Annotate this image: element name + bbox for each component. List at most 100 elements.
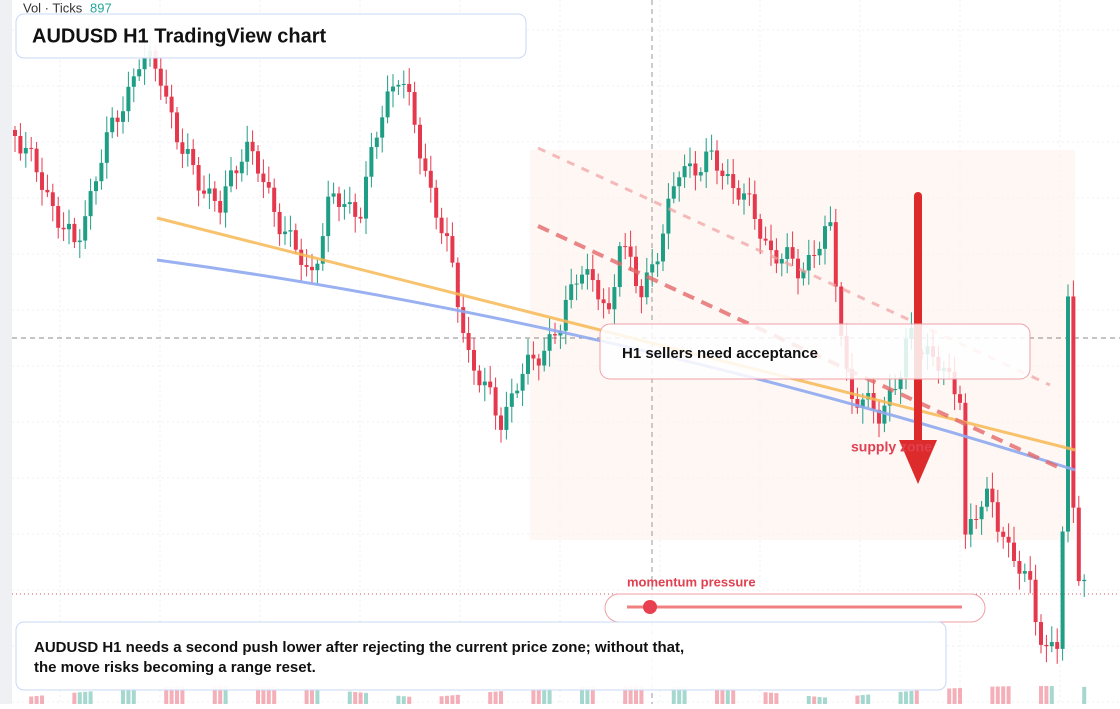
volume-bar bbox=[493, 691, 498, 704]
candle-body bbox=[477, 370, 482, 386]
candle-body bbox=[137, 69, 142, 77]
volume-bar bbox=[121, 689, 125, 704]
candle-body bbox=[995, 502, 1000, 532]
candle-body bbox=[428, 170, 433, 188]
candle-body bbox=[423, 158, 428, 171]
candle-body bbox=[823, 226, 827, 249]
candle-body bbox=[1066, 296, 1070, 532]
candle-body bbox=[763, 238, 768, 241]
volume-bar bbox=[455, 694, 460, 704]
candle-body bbox=[1017, 561, 1022, 574]
volume-bar bbox=[212, 686, 217, 704]
candle-body bbox=[364, 176, 368, 219]
candle-body bbox=[526, 354, 530, 374]
volume-bar bbox=[812, 696, 817, 704]
candle-body bbox=[877, 409, 881, 424]
candle-body bbox=[45, 189, 50, 193]
candle-body bbox=[547, 334, 552, 351]
candle-body bbox=[790, 247, 795, 259]
volume-bar bbox=[725, 689, 730, 704]
volume-bar bbox=[628, 686, 633, 704]
candle-body bbox=[985, 488, 989, 507]
candle-body bbox=[833, 222, 838, 287]
candle-body bbox=[99, 162, 104, 182]
volume-bar bbox=[1006, 686, 1011, 704]
volume-bar bbox=[536, 688, 541, 704]
candle-body bbox=[661, 233, 665, 262]
candle-body bbox=[655, 261, 660, 265]
candle-body bbox=[121, 111, 125, 122]
candle-body bbox=[169, 96, 174, 113]
candle-body bbox=[968, 519, 973, 535]
candle-body bbox=[1044, 644, 1049, 647]
candle-body bbox=[785, 247, 790, 259]
candle-body bbox=[812, 254, 817, 256]
candle-body bbox=[693, 163, 698, 176]
candle-body bbox=[67, 223, 71, 230]
candle-body bbox=[639, 286, 644, 298]
volume-bar bbox=[731, 689, 736, 704]
candle-body bbox=[623, 246, 628, 248]
volume-bar bbox=[860, 695, 865, 704]
candle-body bbox=[40, 172, 44, 190]
candle-body bbox=[499, 415, 503, 430]
candle-body bbox=[725, 174, 730, 177]
candle-body bbox=[736, 188, 741, 200]
volume-bar bbox=[88, 691, 93, 704]
volume-bar bbox=[131, 688, 136, 704]
candle-body bbox=[445, 233, 449, 237]
candle-body bbox=[752, 194, 757, 220]
volume-bar bbox=[1001, 686, 1006, 704]
candle-body bbox=[720, 170, 725, 177]
candle-body bbox=[218, 200, 223, 213]
candle-body bbox=[1082, 579, 1087, 582]
candle-body bbox=[472, 349, 476, 371]
zone-box bbox=[599, 323, 1031, 380]
volume-bar bbox=[898, 691, 903, 704]
volume-bar bbox=[958, 687, 962, 704]
candle-body bbox=[326, 196, 331, 237]
candle-body bbox=[239, 161, 244, 174]
volume-bar bbox=[450, 695, 455, 704]
candle-body bbox=[482, 381, 487, 386]
summary-line: the move risks becoming a range reset. bbox=[34, 659, 316, 676]
candle-body bbox=[612, 287, 617, 310]
volume-bar bbox=[585, 686, 590, 704]
candle-body bbox=[1039, 622, 1043, 645]
candle-body bbox=[283, 231, 287, 235]
volume-bar bbox=[817, 696, 822, 704]
volume-bar bbox=[347, 691, 352, 704]
candle-body bbox=[855, 398, 860, 408]
candle-body bbox=[758, 219, 763, 239]
candle-body bbox=[828, 222, 833, 227]
candle-body bbox=[536, 358, 541, 366]
candle-body bbox=[50, 192, 55, 207]
candle-body bbox=[401, 83, 406, 85]
candle-body bbox=[742, 193, 746, 200]
candle-body bbox=[196, 165, 201, 191]
candle-body bbox=[644, 272, 649, 298]
volume-bar bbox=[34, 696, 39, 704]
candle-body bbox=[779, 258, 784, 264]
candle-body bbox=[461, 307, 466, 334]
candle-body bbox=[990, 488, 995, 503]
candle-body bbox=[698, 172, 703, 176]
candle-body bbox=[569, 284, 574, 300]
candle-body bbox=[1060, 531, 1065, 649]
indicator-name: Vol · Ticks bbox=[23, 0, 83, 15]
candle-body bbox=[56, 206, 61, 228]
candle-body bbox=[709, 150, 714, 152]
candle-body bbox=[963, 402, 968, 535]
volume-bar bbox=[682, 687, 687, 704]
candle-body bbox=[979, 506, 984, 520]
volume-bar bbox=[223, 686, 228, 704]
candle-body bbox=[353, 202, 358, 217]
volume-bar bbox=[488, 692, 493, 704]
candle-body bbox=[288, 230, 293, 232]
volume-bar bbox=[990, 686, 995, 704]
candle-body bbox=[407, 83, 412, 93]
volume-bar bbox=[401, 696, 406, 704]
candle-body bbox=[88, 191, 93, 217]
volume-bar bbox=[315, 689, 320, 704]
